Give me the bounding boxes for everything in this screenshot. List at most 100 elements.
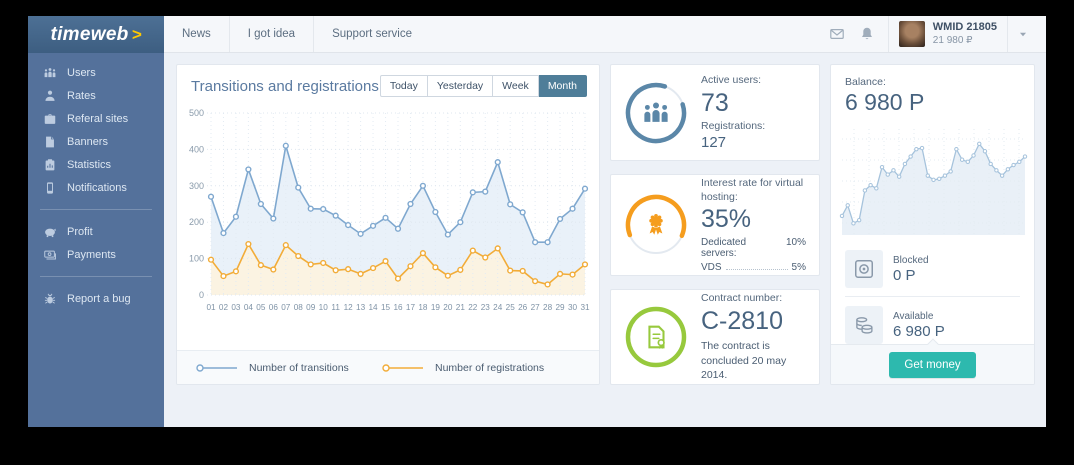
sidebar-item-label: Rates	[67, 89, 96, 102]
sidebar-item-rates[interactable]: Rates	[28, 84, 164, 107]
svg-text:0: 0	[199, 290, 204, 300]
svg-text:17: 17	[406, 303, 416, 312]
dotted-leader	[725, 269, 788, 271]
svg-text:10: 10	[319, 303, 329, 312]
banners-icon	[43, 135, 57, 149]
blocked-meta: Blocked 0 P	[893, 255, 929, 284]
bell-icon[interactable]	[859, 26, 875, 42]
contract-note: The contract is concluded 20 may 2014.	[701, 340, 787, 381]
people-group-icon	[624, 81, 688, 145]
svg-text:19: 19	[431, 303, 441, 312]
svg-text:14: 14	[369, 303, 379, 312]
blocked-label: Blocked	[893, 254, 929, 266]
svg-text:21: 21	[456, 303, 466, 312]
available-row: Available 6 980 P	[831, 297, 1034, 352]
nav-item-news[interactable]: News	[182, 28, 211, 40]
svg-text:100: 100	[189, 254, 204, 264]
logo[interactable]: timeweb >	[28, 16, 164, 53]
dedicated-servers-value: 10%	[785, 237, 806, 249]
top-nav: News I got idea Support service	[164, 16, 430, 52]
contract-number: C-2810	[701, 306, 783, 335]
logo-arrow-icon: >	[131, 24, 142, 44]
svg-text:06: 06	[269, 303, 279, 312]
payments-icon	[43, 248, 57, 262]
users-icon	[43, 66, 57, 80]
main-content: Transitions and registrations Today Yeste…	[164, 53, 1046, 427]
svg-text:20: 20	[443, 303, 453, 312]
chart-legend: Number of transitions Number of registrat…	[177, 350, 599, 384]
rates-icon	[43, 89, 57, 103]
mail-icon[interactable]	[829, 26, 845, 42]
sidebar-item-label: Payments	[67, 248, 116, 261]
get-money-button[interactable]: Get money	[889, 351, 976, 378]
user-meta: WMID 21805 21 980 ₽	[933, 21, 997, 47]
sidebar-item-profit[interactable]: Profit	[28, 220, 164, 243]
bug-icon	[43, 292, 57, 306]
svg-text:05: 05	[256, 303, 266, 312]
balance-header: Balance: 6 980 P	[831, 65, 1034, 116]
blocked-row: Blocked 0 P	[831, 241, 1034, 296]
top-right-cluster: WMID 21805 21 980 ₽	[822, 16, 1046, 52]
svg-text:26: 26	[518, 303, 528, 312]
sidebar-item-users[interactable]: Users	[28, 61, 164, 84]
interest-rate-body: Interest rate for virtual hosting: 35% D…	[701, 177, 806, 273]
svg-text:200: 200	[189, 217, 204, 227]
sidebar-item-report-a-bug[interactable]: Report a bug	[28, 287, 164, 310]
sidebar-divider	[40, 209, 152, 210]
available-meta: Available 6 980 P	[893, 311, 945, 340]
svg-text:16: 16	[393, 303, 403, 312]
chevron-down-icon[interactable]	[1016, 27, 1030, 41]
user-menu[interactable]: WMID 21805 21 980 ₽	[895, 21, 1001, 47]
active-users-ring	[624, 81, 688, 145]
profit-icon	[43, 225, 57, 239]
interest-rate-card: Interest rate for virtual hosting: 35% D…	[610, 174, 820, 276]
sidebar-item-label: Report a bug	[67, 292, 131, 305]
sidebar-item-referal-sites[interactable]: Referal sites	[28, 107, 164, 130]
divider	[1007, 16, 1008, 52]
chart-title: Transitions and registrations	[191, 78, 379, 95]
svg-text:500: 500	[189, 108, 204, 118]
range-button-yesterday[interactable]: Yesterday	[427, 75, 494, 97]
available-value: 6 980 P	[893, 322, 945, 340]
balance-panel: Balance: 6 980 P Blocked 0 P Available 6…	[830, 64, 1035, 385]
transitions-panel: Transitions and registrations Today Yeste…	[176, 64, 600, 385]
legend-entry-number-of-registrations: Number of registrations	[379, 362, 565, 374]
svg-text:28: 28	[543, 303, 553, 312]
transitions-chart: 0 100 200 300 400 500 01 02 03 04 05 06 07 08 09 10 11 12…	[183, 103, 593, 317]
legend-line-icon	[196, 363, 237, 372]
legend-label: Number of transitions	[249, 361, 349, 374]
interest-rate-label: Interest rate for virtual hosting:	[701, 176, 804, 203]
sidebar-item-statistics[interactable]: Statistics	[28, 153, 164, 176]
dedicated-servers-row: Dedicated servers: 10%	[701, 237, 806, 259]
registrations-label: Registrations:	[701, 120, 766, 133]
range-button-month[interactable]: Month	[538, 75, 587, 97]
nav-item-support-service[interactable]: Support service	[313, 16, 430, 52]
svg-text:25: 25	[506, 303, 516, 312]
range-button-week[interactable]: Week	[493, 75, 539, 97]
sidebar-item-payments[interactable]: Payments	[28, 243, 164, 266]
sidebar-item-label: Referal sites	[67, 112, 129, 125]
svg-text:08: 08	[294, 303, 304, 312]
registrations-value: 127	[701, 134, 727, 152]
active-users-label: Active users:	[701, 73, 762, 86]
top-bar: timeweb > News I got idea Support service …	[28, 16, 1046, 53]
divider	[845, 296, 1020, 297]
active-users-body: Active users: 73 Registrations: 127	[701, 74, 806, 151]
active-users-card: Active users: 73 Registrations: 127	[610, 64, 820, 161]
range-button-today[interactable]: Today	[379, 75, 428, 97]
sidebar-item-banners[interactable]: Banners	[28, 130, 164, 153]
balance-footer: Get money	[831, 338, 1034, 384]
sidebar-item-label: Statistics	[67, 158, 112, 171]
contract-card: Contract number: C-2810 The contract is …	[610, 289, 820, 385]
sidebar-item-notifications[interactable]: Notifications	[28, 176, 164, 199]
interest-rate-ring	[624, 193, 688, 257]
blocked-value: 0 P	[893, 266, 916, 284]
svg-text:24: 24	[493, 303, 503, 312]
contract-body: Contract number: C-2810 The contract is …	[701, 292, 806, 382]
svg-text:30: 30	[568, 303, 578, 312]
nav-item-i-got-idea[interactable]: I got idea	[228, 16, 313, 52]
divider	[887, 16, 889, 52]
balance-value: 6 980 P	[845, 89, 925, 115]
sidebar-item-label: Users	[67, 66, 96, 79]
svg-text:22: 22	[468, 303, 478, 312]
